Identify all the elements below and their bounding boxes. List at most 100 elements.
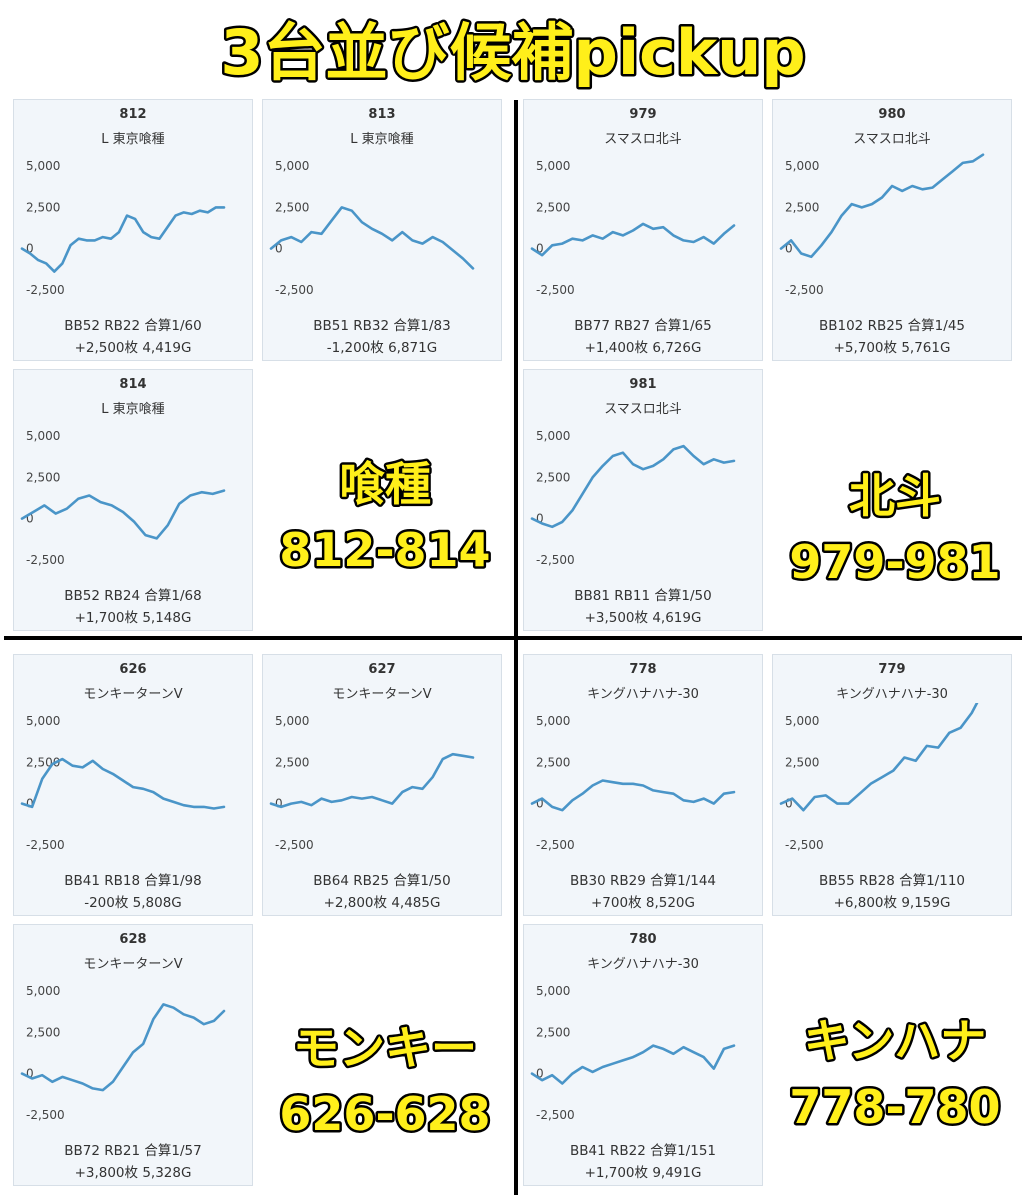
bonus-stats: BB41 RB22 合算1/151 [569, 1143, 716, 1159]
y-tick-label: -2,500 [536, 1108, 575, 1122]
slump-line [530, 1044, 736, 1085]
result-stats: +700枚 8,520G [591, 895, 695, 911]
machine-number: 627 [368, 662, 396, 677]
machine-name: モンキーターンV [83, 957, 183, 972]
y-tick-label: -2,500 [26, 1108, 65, 1122]
bonus-stats: BB30 RB29 合算1/144 [569, 873, 716, 889]
bonus-stats: BB77 RB27 合算1/65 [574, 318, 712, 334]
machine-number: 780 [629, 932, 657, 947]
vertical-divider-top [514, 100, 518, 638]
y-tick-label: -2,500 [785, 283, 824, 297]
result-stats: +3,500枚 4,619G [584, 610, 702, 626]
bonus-stats: BB102 RB25 合算1/45 [818, 318, 965, 334]
group-range: 812-814 [279, 523, 490, 577]
machine-card-979: 979 スマスロ北斗 5,000 2,500 0 -2,500 BB77 RB27 合算1/… [523, 99, 763, 361]
y-tick-label: 2,500 [536, 200, 570, 214]
machine-card-814: 814 L 東京喰種 5,000 2,500 0 -2,500 BB52 RB24 合算1/… [13, 369, 253, 631]
bonus-stats: BB81 RB11 合算1/50 [574, 588, 712, 604]
machine-card-628: 628 モンキーターンV 5,000 2,500 0 -2,500 BB72 RB21 合算… [13, 924, 253, 1186]
slump-chart-812: 5,000 2,500 0 -2,500 [20, 159, 226, 297]
slump-line [20, 206, 226, 273]
machine-name: モンキーターンV [332, 687, 432, 702]
y-tick-label: 2,500 [26, 1025, 60, 1039]
machine-name: L 東京喰種 [101, 402, 165, 417]
y-tick-label: 5,000 [275, 714, 309, 728]
group-range: 979-981 [789, 535, 1000, 589]
y-tick-label: 5,000 [26, 714, 60, 728]
slump-chart-779: 5,000 2,500 0 -2,500 [779, 703, 979, 852]
slump-line [530, 779, 736, 812]
y-tick-label: 5,000 [536, 714, 570, 728]
slump-chart-814: 5,000 2,500 0 -2,500 [20, 429, 226, 567]
y-tick-label: 2,500 [536, 755, 570, 769]
slump-chart-628: 5,000 2,500 0 -2,500 [20, 984, 226, 1122]
y-tick-label: 2,500 [275, 755, 309, 769]
slump-chart-813: 5,000 2,500 0 -2,500 [269, 159, 475, 297]
y-tick-label: 0 [536, 1067, 544, 1081]
y-tick-label: 2,500 [785, 755, 819, 769]
machine-number: 814 [119, 377, 147, 392]
machine-card-779: 779 キングハナハナ-30 5,000 2,500 0 -2,500 BB55 RB28 … [772, 654, 1012, 916]
machine-name: モンキーターンV [83, 687, 183, 702]
machine-number: 779 [878, 662, 906, 677]
y-tick-label: 2,500 [536, 470, 570, 484]
y-tick-label: -2,500 [26, 553, 65, 567]
machine-name: キングハナハナ-30 [587, 957, 699, 972]
group-label-3: キンハナ 778-780 [787, 1012, 1003, 1137]
y-tick-label: 0 [275, 242, 283, 256]
machine-name: キングハナハナ-30 [836, 687, 948, 702]
group-label-2: モンキー 626-628 [277, 1019, 493, 1144]
y-tick-label: 5,000 [275, 159, 309, 173]
y-tick-label: 5,000 [536, 429, 570, 443]
result-stats: +1,400枚 6,726G [584, 340, 702, 356]
y-tick-label: -2,500 [785, 838, 824, 852]
page-title-text: 3台並び候補pickup [220, 16, 805, 89]
y-tick-label: 0 [26, 797, 34, 811]
group-range: 626-628 [279, 1087, 490, 1141]
y-tick-label: 0 [536, 242, 544, 256]
slump-line [530, 222, 736, 257]
machine-card-980: 980 スマスロ北斗 5,000 2,500 0 -2,500 BB102 RB25 合算1… [772, 99, 1012, 361]
group-name: 喰種 [339, 457, 431, 511]
bonus-stats: BB52 RB22 合算1/60 [64, 318, 202, 334]
y-tick-label: -2,500 [275, 838, 314, 852]
machine-name: L 東京喰種 [350, 132, 414, 147]
result-stats: +6,800枚 9,159G [833, 895, 951, 911]
machine-card-626: 626 モンキーターンV 5,000 2,500 0 -2,500 BB41 RB18 合算… [13, 654, 253, 916]
page-title: 3台並び候補pickup [218, 14, 808, 92]
machine-number: 626 [119, 662, 147, 677]
machine-number: 778 [629, 662, 657, 677]
horizontal-divider [4, 636, 1022, 640]
slump-chart-627: 5,000 2,500 0 -2,500 [269, 714, 475, 852]
y-tick-label: -2,500 [536, 553, 575, 567]
y-tick-label: 5,000 [536, 159, 570, 173]
bonus-stats: BB52 RB24 合算1/68 [64, 588, 202, 604]
y-tick-label: 5,000 [785, 159, 819, 173]
y-tick-label: -2,500 [275, 283, 314, 297]
y-tick-label: -2,500 [536, 283, 575, 297]
slump-chart-780: 5,000 2,500 0 -2,500 [530, 984, 736, 1122]
group-name: キンハナ [804, 1014, 987, 1068]
y-tick-label: -2,500 [26, 283, 65, 297]
bonus-stats: BB72 RB21 合算1/57 [64, 1143, 202, 1159]
machine-number: 813 [368, 107, 396, 122]
y-tick-label: 0 [785, 797, 793, 811]
machine-number: 628 [119, 932, 147, 947]
slump-chart-981: 5,000 2,500 0 -2,500 [530, 429, 736, 567]
result-stats: +1,700枚 9,491G [584, 1165, 702, 1181]
y-tick-label: 0 [785, 242, 793, 256]
group-name: 北斗 [849, 469, 941, 523]
group-label-1: 北斗 979-981 [787, 467, 1003, 592]
y-tick-label: 5,000 [26, 984, 60, 998]
machine-name: スマスロ北斗 [604, 132, 682, 147]
slump-line [269, 206, 475, 270]
group-label-0: 喰種 812-814 [277, 455, 493, 580]
y-tick-label: 0 [26, 512, 34, 526]
result-stats: +2,500枚 4,419G [74, 340, 192, 356]
y-tick-label: 0 [26, 1067, 34, 1081]
vertical-divider-bottom [514, 640, 518, 1195]
bonus-stats: BB41 RB18 合算1/98 [64, 873, 202, 889]
y-tick-label: 0 [536, 512, 544, 526]
machine-number: 980 [878, 107, 906, 122]
